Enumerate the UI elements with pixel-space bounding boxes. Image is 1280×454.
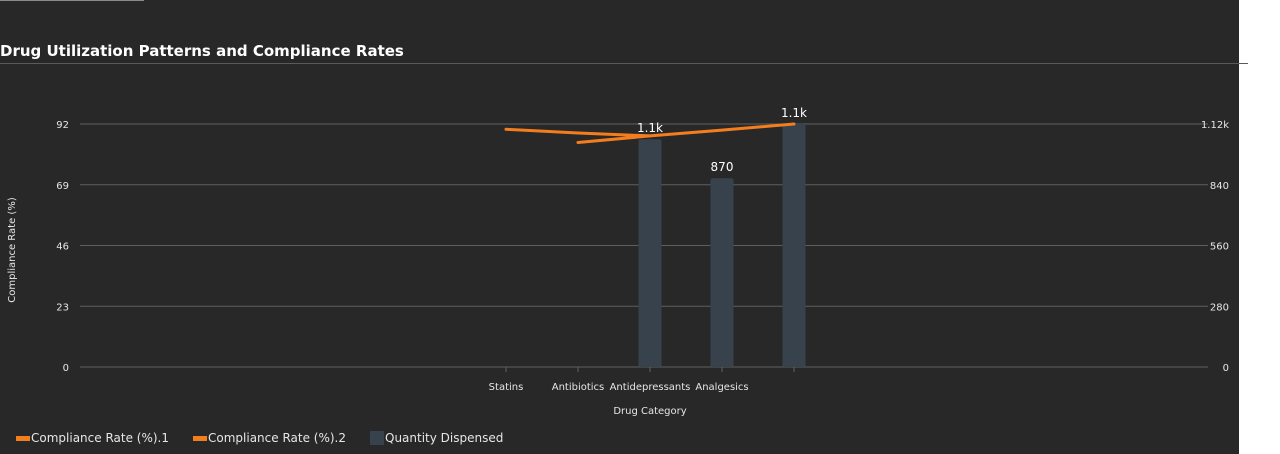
legend-label-compliance-1: Compliance Rate (%).1 [31, 431, 169, 445]
right-axis-tick-label: 280 [1210, 302, 1229, 313]
bar [638, 139, 662, 367]
chart-panel: Drug Utilization Patterns and Compliance… [0, 0, 1239, 454]
left-axis-tick-label: 23 [56, 302, 69, 313]
legend-label-compliance-2: Compliance Rate (%).2 [208, 431, 346, 445]
legend: Compliance Rate (%).1 Compliance Rate (%… [16, 431, 527, 445]
right-axis-tick-label: 840 [1210, 181, 1229, 192]
legend-swatch-line-2 [193, 435, 207, 441]
x-axis-tick-label: Statins [489, 382, 524, 393]
legend-swatch-line-1 [16, 435, 30, 441]
right-axis-tick-label: 0 [1223, 363, 1229, 374]
bar-data-label: 870 [711, 160, 734, 174]
bar-data-label: 1.1k [781, 106, 807, 120]
right-axis-tick-label: 560 [1210, 242, 1229, 253]
x-axis-tick-label: Analgesics [695, 382, 748, 393]
left-axis-tick-label: 46 [56, 242, 69, 253]
combo-chart: 0 0 23 280 46 560 69 840 92 1.12k Statins Antibioti… [7, 106, 1229, 417]
title-divider [0, 63, 1239, 64]
legend-label-quantity: Quantity Dispensed [385, 431, 504, 445]
bar [710, 178, 734, 367]
bar-data-label: 1.1k [637, 121, 663, 135]
left-axis-tick-label: 0 [63, 363, 69, 374]
bar [782, 124, 806, 367]
series-line-2 [576, 134, 652, 144]
left-axis-tick-label: 69 [56, 181, 69, 192]
x-axis-tick-label: Antidepressants [610, 382, 691, 393]
panel-edge-tick [1239, 63, 1248, 64]
left-axis-tick-label: 92 [56, 120, 69, 131]
y-axis-title: Compliance Rate (%) [7, 197, 18, 303]
x-axis-tick-label: Antibiotics [552, 382, 605, 393]
legend-swatch-bar [370, 431, 384, 445]
right-axis-tick-label: 1.12k [1201, 120, 1229, 131]
legend-item-compliance-1[interactable]: Compliance Rate (%).1 [16, 431, 169, 445]
x-axis-title: Drug Category [613, 406, 686, 417]
chart-title: Drug Utilization Patterns and Compliance… [0, 42, 404, 60]
legend-item-quantity[interactable]: Quantity Dispensed [370, 431, 503, 445]
legend-item-compliance-2[interactable]: Compliance Rate (%).2 [193, 431, 346, 445]
tab-indicator [0, 0, 144, 1]
